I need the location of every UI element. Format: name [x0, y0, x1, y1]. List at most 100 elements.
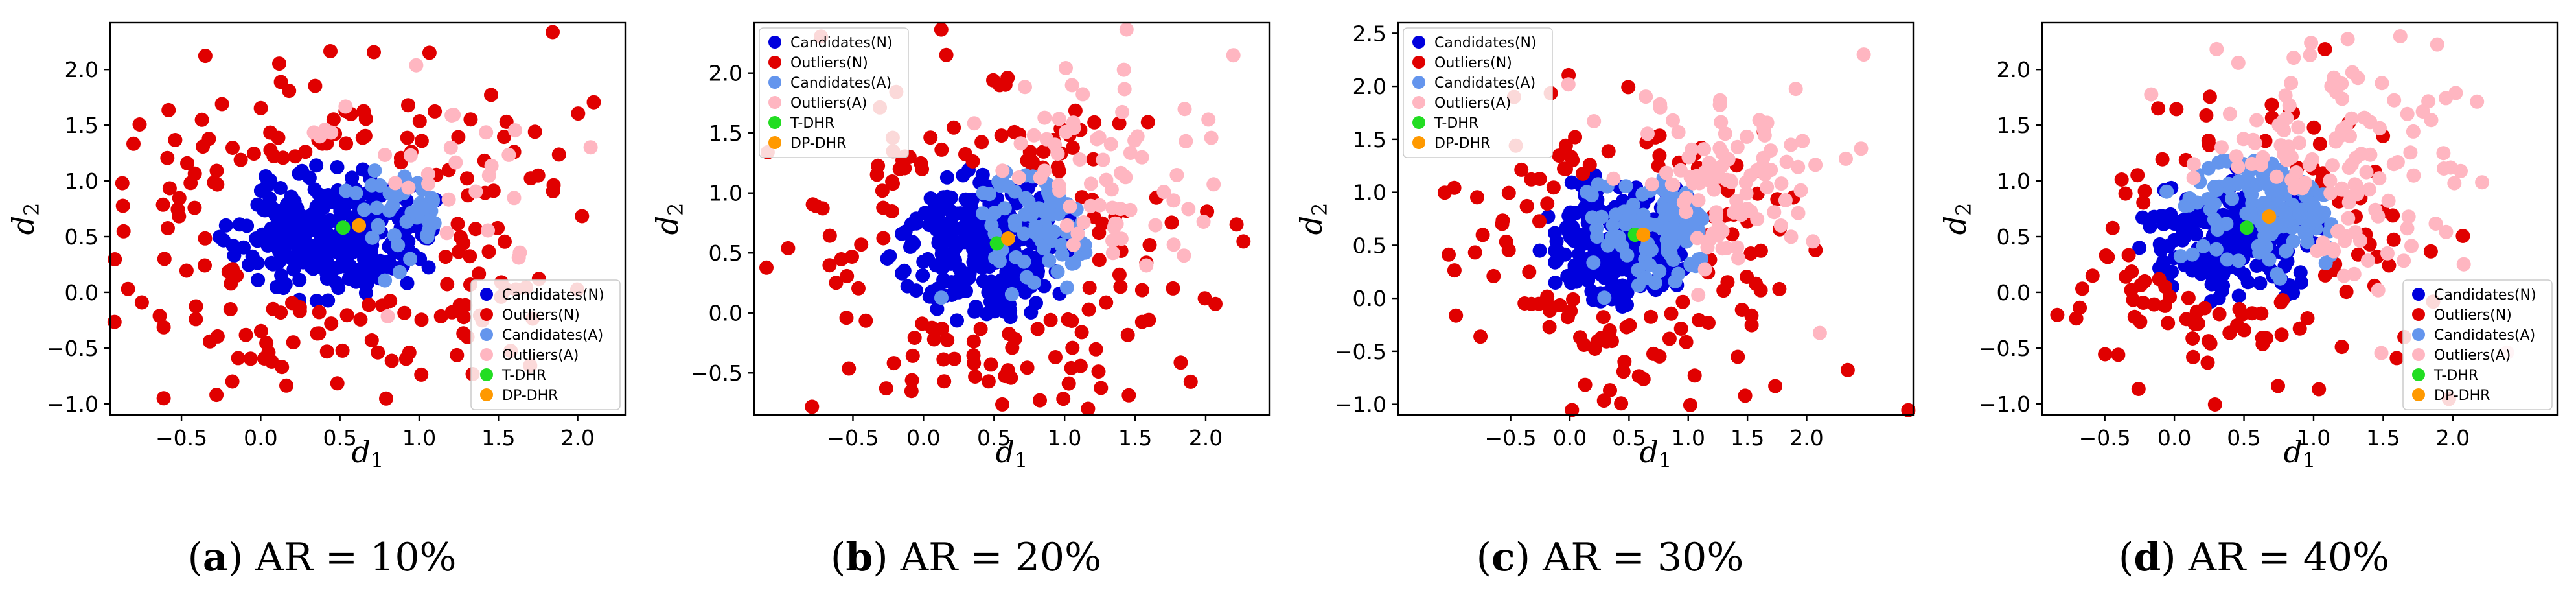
point-outliers-a: [1808, 158, 1823, 172]
point-candidates-n: [931, 235, 946, 250]
point-candidates-a: [2201, 192, 2215, 206]
point-outliers-a: [2330, 224, 2345, 239]
legend-label: Candidates(N): [790, 35, 893, 51]
legend-box: [470, 279, 621, 410]
point-outliers-a: [1166, 193, 1181, 208]
x-tick-label: 1.5: [481, 425, 515, 451]
point-outliers-n: [2312, 382, 2327, 397]
point-candidates-n: [939, 170, 954, 185]
point-outliers-a: [995, 163, 1010, 178]
x-tick-label: 1.5: [2366, 425, 2400, 451]
point-candidates-a: [1042, 253, 1057, 268]
point-outliers-a: [1118, 170, 1133, 185]
point-outliers-a: [1103, 137, 1118, 152]
point-outliers-n: [1173, 355, 1188, 370]
point-outliers-n: [266, 301, 281, 316]
point-outliers-n: [759, 260, 774, 275]
point-outliers-a: [2236, 132, 2251, 147]
point-outliers-n: [2389, 351, 2404, 366]
point-outliers-a: [2284, 76, 2299, 91]
point-outliers-a: [1743, 168, 1758, 183]
point-t-dhr: [336, 220, 351, 235]
point-outliers-n: [271, 130, 286, 145]
point-outliers-n: [2127, 309, 2142, 324]
point-outliers-a: [444, 108, 459, 123]
point-outliers-n: [2181, 290, 2196, 305]
point-outliers-n: [279, 378, 293, 393]
x-tick-label: 0.0: [244, 425, 277, 451]
point-candidates-n: [351, 263, 366, 277]
point-candidates-a: [2224, 178, 2239, 193]
point-outliers-a: [2406, 124, 2421, 139]
point-candidates-n: [2211, 291, 2226, 306]
point-outliers-a: [1064, 78, 1079, 93]
legend-marker: [1412, 56, 1425, 69]
point-outliers-a: [2360, 253, 2375, 268]
point-outliers-n: [2275, 293, 2290, 307]
legend-marker: [768, 56, 781, 69]
point-outliers-n: [1121, 388, 1136, 403]
points-c: [1437, 47, 1916, 417]
legend-label: Candidates(N): [502, 287, 604, 303]
point-candidates-n: [2178, 229, 2192, 244]
point-outliers-n: [1675, 294, 1690, 309]
x-tick-label: 0.0: [1553, 425, 1587, 451]
point-outliers-a: [2304, 36, 2319, 51]
x-tick-label: 0.5: [1612, 425, 1646, 451]
legend-marker: [2412, 308, 2425, 321]
point-outliers-n: [1753, 243, 1768, 258]
point-outliers-a: [2144, 87, 2159, 102]
panel-a: −0.5 0.0 0.5 1.0 1.5 2.0 −1.0 −0.5 0.0 0.5 1.0 1.5 2…: [0, 0, 644, 599]
point-outliers-n: [2118, 186, 2133, 201]
point-outliers-a: [1730, 139, 1745, 154]
point-outliers-a: [2354, 147, 2369, 161]
legend-marker: [480, 288, 493, 301]
point-outliers-a: [1671, 125, 1686, 139]
point-candidates-a: [2207, 212, 2222, 227]
point-outliers-n: [397, 305, 412, 320]
point-outliers-n: [1664, 306, 1679, 321]
point-outliers-a: [2325, 158, 2340, 173]
point-candidates-n: [895, 226, 909, 241]
point-outliers-n: [546, 25, 560, 40]
point-outliers-n: [1578, 377, 1593, 392]
legend-label: T-DHR: [2433, 368, 2478, 384]
point-candidates-n: [330, 260, 345, 275]
point-outliers-a: [1201, 112, 1216, 127]
point-candidates-a: [426, 193, 441, 207]
point-candidates-n: [1564, 175, 1579, 190]
x-tick-label: −0.5: [155, 425, 207, 451]
point-outliers-n: [1687, 368, 1702, 383]
point-outliers-n: [203, 334, 217, 349]
point-outliers-n: [364, 333, 379, 347]
point-candidates-a: [1639, 270, 1653, 285]
point-outliers-n: [1473, 329, 1488, 344]
point-outliers-n: [2069, 311, 2084, 326]
point-outliers-a: [1206, 177, 1221, 192]
point-candidates-n: [967, 304, 982, 319]
point-outliers-n: [362, 298, 376, 312]
point-candidates-a: [1597, 290, 1612, 305]
point-outliers-n: [458, 298, 473, 312]
point-outliers-a: [1639, 89, 1653, 104]
point-outliers-n: [319, 344, 334, 359]
point-outliers-n: [2179, 312, 2194, 327]
legend: Candidates(N) Outliers(N) Candidates(A) Out…: [759, 27, 909, 158]
legend-marker: [480, 368, 493, 381]
point-outliers-n: [1022, 145, 1037, 159]
point-candidates-a: [367, 163, 382, 178]
point-outliers-n: [196, 139, 211, 154]
point-outliers-a: [1119, 22, 1134, 37]
point-outliers-a: [1026, 128, 1041, 143]
point-outliers-n: [885, 174, 900, 189]
point-outliers-n: [915, 316, 930, 331]
point-candidates-a: [2216, 153, 2231, 168]
point-candidates-a: [997, 201, 1012, 216]
point-outliers-n: [335, 343, 350, 358]
point-outliers-a: [2289, 165, 2304, 180]
point-outliers-n: [1542, 320, 1557, 335]
point-candidates-a: [1017, 226, 1031, 241]
point-candidates-a: [2299, 228, 2314, 242]
y-tick-label: 0.5: [65, 224, 98, 250]
point-outliers-a: [1724, 174, 1738, 189]
